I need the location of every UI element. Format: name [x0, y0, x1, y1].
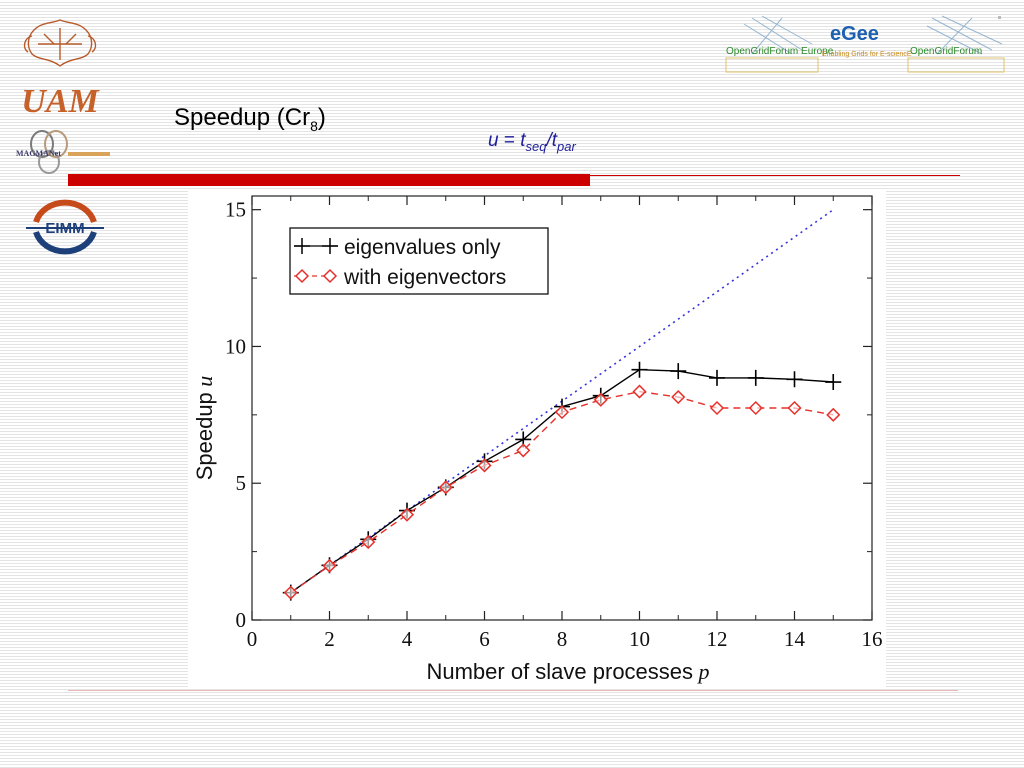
legend: eigenvalues only with eigenvectors: [289, 227, 549, 295]
data-point-plus: [670, 363, 687, 380]
x-tick-label: 14: [784, 627, 806, 651]
data-point-diamond: [593, 392, 608, 407]
magmanet-logo-text: MAGMANet: [16, 149, 61, 158]
data-point-diamond: [787, 400, 802, 416]
data-point-plus: [631, 361, 648, 378]
data-point-diamond: [399, 507, 415, 522]
x-tick-label: 8: [557, 627, 568, 651]
logo-column: UAM MAGMANet EIMM: [0, 0, 120, 300]
magmanet-logo: MAGMANet: [16, 130, 110, 174]
data-point-diamond: [361, 534, 376, 550]
legend-eigenvectors-marker: [294, 268, 338, 284]
formula-u: u: [488, 130, 499, 151]
data-point-diamond: [632, 384, 647, 399]
uam-logo-text: UAM: [21, 83, 100, 118]
data-point-plus: [709, 369, 725, 386]
formula-t-seq: t: [520, 130, 526, 151]
data-point-diamond: [516, 443, 531, 458]
x-tick-label: 4: [402, 627, 413, 651]
slide-title-text: Speedup (Cr: [174, 104, 311, 131]
egee-tagline: Enabling Grids for E-sciencE: [822, 51, 912, 58]
y-axis-label: Speedup u: [192, 376, 217, 481]
y-tick-label: 10: [225, 334, 246, 358]
ogf-logo-text: OpenGridForum: [910, 46, 982, 57]
y-tick-label: 0: [236, 608, 247, 632]
data-point-diamond: [477, 458, 492, 473]
data-point-diamond: [554, 405, 570, 420]
footer-rule: [68, 690, 958, 691]
grid-logos: OpenGridForum Europe eGee Enabling Grids…: [725, 15, 1005, 73]
slide-title: Speedup (Cr8): [174, 104, 326, 134]
ogf-europe-logo-text: OpenGridForum Europe: [726, 46, 834, 57]
x-tick-label: 6: [479, 627, 490, 651]
y-tick-label: 5: [236, 471, 247, 495]
data-point-plus: [825, 374, 842, 391]
x-tick-label: 10: [629, 627, 650, 651]
data-point-diamond: [671, 389, 686, 405]
data-point-plus: [747, 369, 764, 386]
y-tick-label: 15: [225, 198, 246, 222]
speedup-chart: 0 2 4 6 8 10 12 14 16 0 5 10 15 Number of slave proc…: [188, 190, 886, 688]
data-point-diamond: [322, 558, 337, 573]
title-accent-bar: [68, 174, 590, 186]
legend-eigenvectors-label: with eigenvectors: [343, 266, 506, 289]
chart-svg: 0 2 4 6 8 10 12 14 16 0 5 10 15 Number of slave proc…: [192, 195, 883, 684]
data-point-diamond: [283, 585, 298, 600]
x-tick-label: 2: [324, 627, 335, 651]
formula-slash: /: [546, 130, 552, 151]
x-tick-label: 12: [707, 627, 728, 651]
uam-logo: UAM: [21, 19, 100, 118]
x-tick-label: 0: [247, 627, 258, 651]
title-accent-line: [590, 175, 960, 176]
egee-logo-text: eGee: [830, 23, 879, 45]
formula-par-subscript: par: [557, 138, 576, 154]
x-axis-label: Number of slave processes p: [426, 659, 709, 684]
formula-seq-subscript: seq: [525, 138, 547, 154]
data-point-diamond: [748, 400, 763, 416]
data-point-plus: [786, 371, 803, 388]
legend-eigenvalues-label: eigenvalues only: [344, 236, 501, 259]
series-line-1: [290, 390, 834, 594]
formula-t-par: t: [551, 130, 558, 151]
slide-title-subscript: 8: [310, 117, 318, 134]
slide-title-close: ): [317, 104, 326, 131]
data-point-diamond: [826, 407, 841, 422]
eimm-logo: EIMM: [26, 199, 104, 255]
series-line-2: [290, 209, 834, 594]
formula-equals: =: [498, 130, 521, 151]
x-tick-label: 16: [862, 627, 883, 651]
data-point-diamond: [709, 400, 725, 416]
legend-eigenvalues-marker: [294, 238, 338, 254]
speedup-formula: u = tseq/tpar: [488, 130, 576, 154]
data-point-diamond: [438, 480, 453, 495]
eimm-logo-text: EIMM: [45, 220, 84, 237]
legend-box: [289, 227, 549, 295]
